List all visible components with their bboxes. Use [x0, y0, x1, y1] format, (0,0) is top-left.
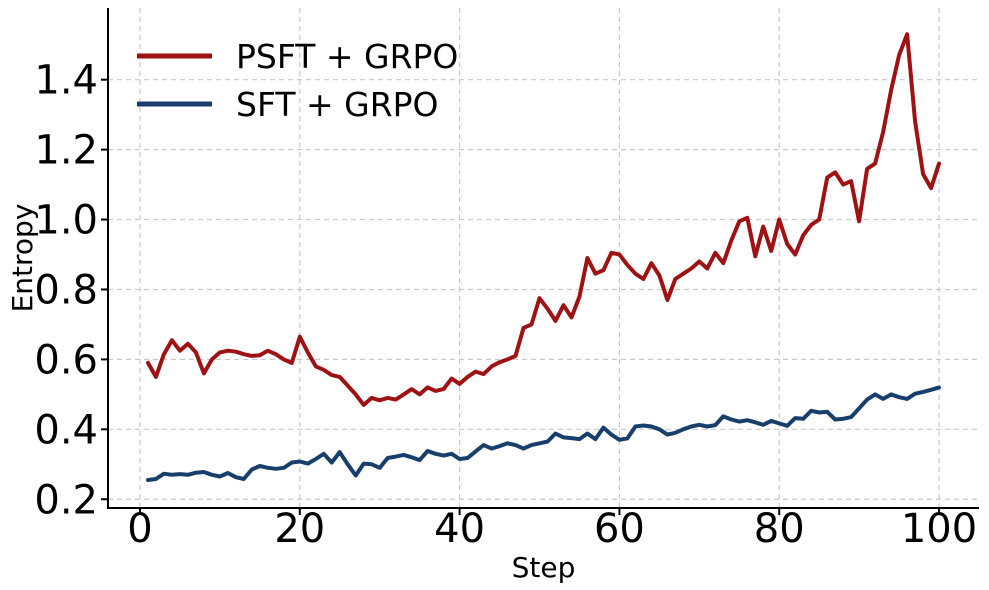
y-tick-label: 0.4	[34, 407, 98, 453]
series-line-psft-grpo	[146, 32, 941, 407]
legend-label-2: SFT + GRPO	[236, 85, 439, 124]
y-tick-label: 1.2	[34, 128, 98, 174]
x-tick-label: 100	[901, 506, 977, 552]
legend-label-1: PSFT + GRPO	[236, 37, 458, 76]
x-tick-label: 80	[754, 506, 805, 552]
y-tick-label: 1.0	[34, 198, 98, 244]
series-line-sft-grpo	[146, 385, 941, 482]
x-tick-label: 40	[434, 506, 485, 552]
x-tick-label: 0	[127, 506, 152, 552]
x-tick-label: 20	[274, 506, 325, 552]
y-tick-label: 0.6	[34, 337, 98, 383]
y-tick-label: 1.4	[34, 58, 98, 104]
x-axis-label: Step	[512, 551, 576, 584]
y-axis-label: Entropy	[6, 204, 39, 313]
y-tick-label: 0.2	[34, 477, 98, 523]
x-tick-label: 60	[594, 506, 645, 552]
y-tick-label: 0.8	[34, 267, 98, 313]
